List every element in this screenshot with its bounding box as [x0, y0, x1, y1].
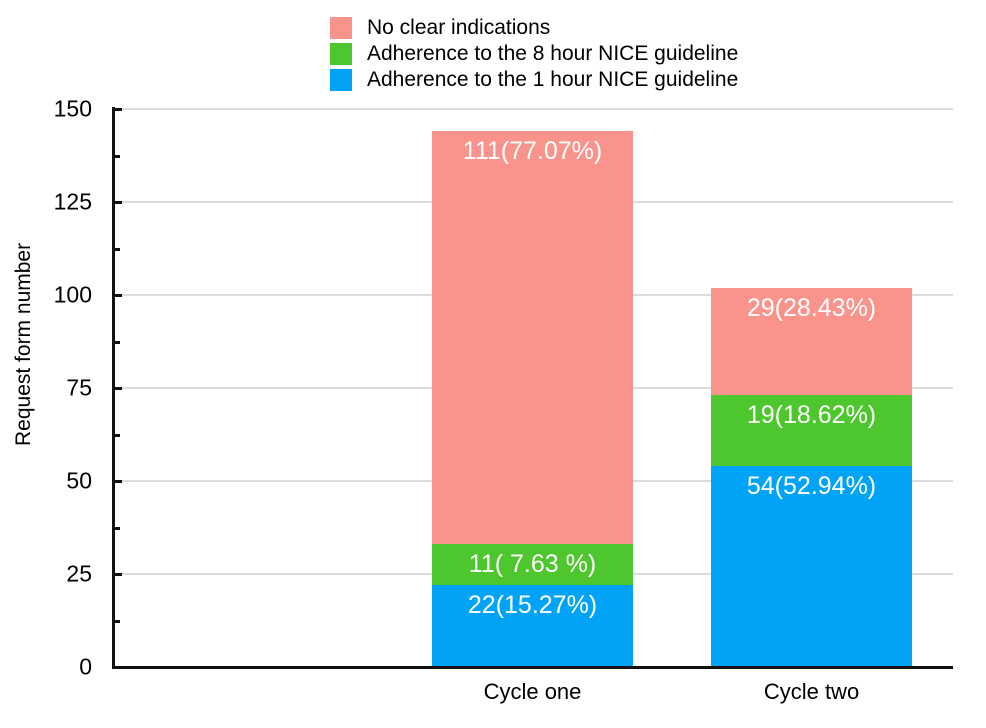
bar-segment-label: 19(18.62%): [746, 401, 877, 430]
legend-item: No clear indications: [330, 17, 738, 39]
bar-segment: [711, 287, 912, 396]
y-tick-label: 25: [66, 560, 92, 587]
y-minor-tick: [112, 526, 120, 530]
bar-segment-label: 22(15.27%): [467, 591, 598, 620]
y-tick-label: 50: [66, 467, 92, 494]
y-tick-label: 75: [66, 374, 92, 401]
gridline: [114, 108, 953, 110]
bar-segment: [432, 544, 633, 586]
bar-segment-label: 29(28.43%): [746, 293, 877, 322]
bar-segment-label: 54(52.94%): [746, 472, 877, 501]
legend-color-swatch: [330, 69, 352, 91]
bar-segment: [711, 395, 912, 467]
legend-color-swatch: [330, 43, 352, 65]
y-major-tick: [112, 108, 122, 111]
bar-segment-label: 11( 7.63 %): [468, 550, 597, 579]
bar-segment: [432, 131, 633, 545]
legend-label: Adherence to the 1 hour NICE guideline: [367, 68, 739, 91]
y-minor-tick: [112, 619, 120, 623]
chart-legend: No clear indications Adherence to the 8 h…: [330, 17, 738, 95]
y-major-tick: [112, 201, 122, 204]
x-axis-line: [112, 666, 953, 669]
y-tick-label: 125: [53, 188, 92, 215]
legend-label: No clear indications: [367, 16, 551, 39]
legend-label: Adherence to the 8 hour NICE guideline: [367, 42, 739, 65]
y-minor-tick: [112, 154, 120, 158]
legend-item: Adherence to the 1 hour NICE guideline: [330, 69, 738, 91]
x-tick-label: Cycle two: [763, 679, 860, 704]
legend-color-swatch: [330, 17, 352, 39]
y-tick-label: 0: [79, 653, 92, 680]
y-major-tick: [112, 480, 122, 483]
bar-segment: [711, 466, 912, 667]
y-major-tick: [112, 573, 122, 576]
x-tick-label: Cycle one: [483, 679, 582, 704]
y-minor-tick: [112, 340, 120, 344]
y-axis-title: Request form number: [12, 242, 35, 446]
y-minor-tick: [112, 433, 120, 437]
y-minor-tick: [112, 247, 120, 251]
y-major-tick: [112, 387, 122, 390]
y-major-tick: [112, 294, 122, 297]
y-tick-label: 100: [53, 281, 92, 308]
legend-item: Adherence to the 8 hour NICE guideline: [330, 43, 738, 65]
bar-segment-label: 111(77.07%): [462, 137, 603, 166]
y-tick-label: 150: [53, 95, 92, 122]
bar-segment: [432, 585, 633, 667]
